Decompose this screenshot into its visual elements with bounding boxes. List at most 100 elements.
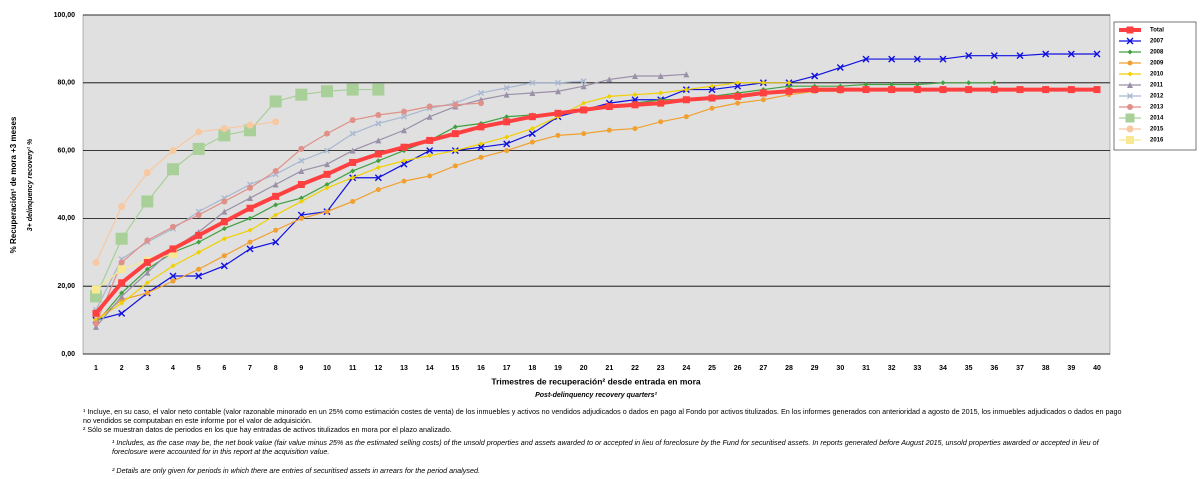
- marker: [401, 127, 407, 134]
- marker: [323, 170, 331, 178]
- x-tick-label: 22: [631, 365, 639, 372]
- marker: [144, 290, 150, 296]
- footnote: ² Sólo se muestran datos de periodos en …: [83, 425, 452, 434]
- marker: [246, 121, 254, 129]
- marker: [143, 169, 151, 177]
- marker: [372, 83, 385, 96]
- legend-label: 2016: [1150, 138, 1164, 144]
- marker: [374, 174, 382, 182]
- marker: [658, 90, 664, 96]
- marker: [759, 89, 767, 97]
- marker: [452, 148, 458, 154]
- marker: [218, 129, 231, 142]
- x-tick-label: 36: [990, 365, 998, 372]
- marker: [401, 108, 407, 115]
- x-tick-label: 17: [503, 365, 511, 372]
- marker: [247, 227, 253, 233]
- marker: [735, 80, 741, 86]
- marker: [708, 86, 716, 94]
- marker: [221, 253, 227, 259]
- x-tick-label: 3: [145, 365, 149, 372]
- marker: [888, 86, 896, 94]
- footnote: ¹ Incluye, en su caso, el valor neto con…: [83, 407, 1122, 425]
- marker: [734, 82, 742, 90]
- marker: [965, 52, 973, 60]
- x-tick-label: 31: [862, 365, 870, 372]
- marker: [606, 127, 612, 133]
- marker: [554, 109, 562, 117]
- x-tick-label: 39: [1067, 365, 1075, 372]
- x-tick-label: 21: [605, 365, 613, 372]
- marker: [273, 227, 279, 233]
- marker: [298, 145, 305, 152]
- x-tick-label: 40: [1093, 365, 1101, 372]
- marker: [682, 96, 690, 104]
- legend-label: 2015: [1150, 127, 1164, 133]
- x-tick-label: 2: [120, 365, 124, 372]
- series-line: [95, 121, 276, 263]
- marker: [991, 80, 997, 86]
- x-tick-label: 26: [734, 365, 742, 372]
- marker: [452, 124, 458, 130]
- marker: [965, 86, 973, 94]
- x-tick-label: 8: [274, 365, 278, 372]
- legend-label: Total: [1150, 28, 1164, 34]
- marker: [1127, 82, 1133, 88]
- marker: [349, 130, 356, 137]
- x-tick-label: 32: [888, 365, 896, 372]
- x-tick-label: 10: [323, 365, 331, 372]
- marker: [350, 168, 356, 174]
- marker: [375, 165, 381, 171]
- marker: [836, 64, 844, 72]
- marker: [504, 148, 510, 154]
- marker: [1067, 50, 1075, 58]
- x-tick-label: 6: [222, 365, 226, 372]
- marker: [990, 52, 998, 60]
- marker: [324, 130, 330, 137]
- marker: [735, 100, 741, 106]
- marker: [477, 123, 485, 131]
- marker: [657, 99, 665, 107]
- marker: [580, 83, 587, 90]
- legend-label: 2007: [1150, 39, 1164, 45]
- marker: [863, 81, 869, 87]
- series-line: [95, 82, 789, 321]
- marker: [1127, 93, 1133, 99]
- marker: [246, 204, 254, 212]
- marker: [709, 83, 715, 89]
- marker: [632, 92, 638, 98]
- chart: % Recuperación¹ de mora +3 meses 3+ deli…: [9, 12, 1197, 399]
- marker: [1016, 52, 1024, 60]
- marker: [273, 212, 279, 218]
- x-axis-title: Trimestres de recuperación² desde entrad…: [491, 376, 701, 386]
- series-line: [95, 80, 584, 311]
- x-tick-label: 27: [759, 365, 767, 372]
- marker: [221, 198, 228, 205]
- series-line: [95, 102, 482, 324]
- marker: [93, 320, 99, 327]
- marker: [195, 128, 203, 136]
- marker: [350, 175, 356, 181]
- marker: [141, 195, 154, 208]
- marker: [119, 290, 125, 296]
- marker: [555, 79, 561, 86]
- marker: [167, 163, 179, 176]
- marker: [426, 147, 434, 155]
- marker: [1067, 86, 1075, 94]
- x-tick-label: 34: [939, 365, 947, 372]
- marker: [92, 309, 100, 317]
- x-tick-label: 18: [528, 365, 536, 372]
- marker: [606, 93, 612, 99]
- marker: [169, 272, 177, 280]
- x-tick-label: 13: [400, 365, 408, 372]
- marker: [169, 245, 177, 253]
- marker: [269, 95, 282, 108]
- marker: [118, 293, 125, 300]
- marker: [220, 125, 228, 133]
- marker: [298, 157, 305, 164]
- x-tick-label: 23: [657, 365, 665, 372]
- y-tick-label: 60,00: [57, 147, 75, 154]
- marker: [683, 87, 689, 93]
- marker: [683, 71, 690, 78]
- marker: [1126, 26, 1134, 34]
